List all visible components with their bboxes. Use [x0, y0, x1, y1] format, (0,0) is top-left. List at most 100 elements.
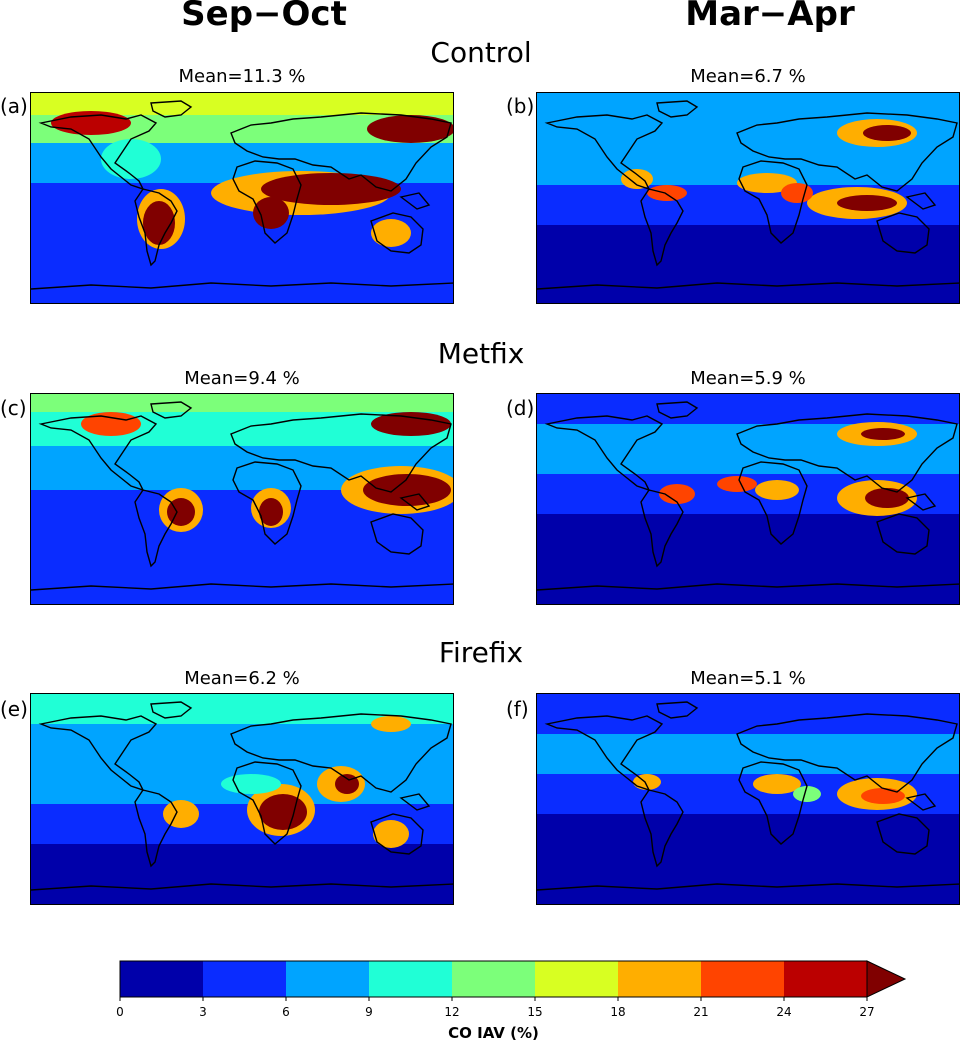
- coastline: [905, 493, 937, 511]
- colorbar-tick-label: 27: [859, 1005, 874, 1019]
- field-blob: [373, 820, 409, 848]
- mean-label-d: Mean=5.9 %: [690, 368, 806, 389]
- field-blob: [51, 111, 131, 135]
- coastline: [38, 114, 158, 191]
- field-band: [31, 143, 453, 183]
- field-blob: [861, 788, 905, 804]
- coastline: [134, 489, 178, 568]
- coastline: [31, 883, 453, 891]
- coastline: [134, 789, 178, 868]
- coastline: [232, 761, 302, 845]
- field-blob: [371, 412, 451, 436]
- coastline: [230, 713, 452, 793]
- coastline: [232, 160, 302, 244]
- coastline: [399, 793, 431, 811]
- panel-label-d: (d): [506, 396, 535, 420]
- field-blob: [101, 139, 161, 179]
- field-blob: [793, 786, 821, 802]
- field-band: [537, 694, 959, 734]
- coastline: [370, 813, 424, 855]
- coastline: [544, 114, 664, 191]
- map-panel-c: [30, 393, 454, 605]
- field-blob: [261, 173, 401, 205]
- colorbar-swatch: [120, 961, 203, 997]
- field-blob: [81, 412, 141, 436]
- row-title-firefix: Firefix: [438, 636, 524, 669]
- field-blob: [647, 185, 687, 201]
- colorbar: 0 3 6 9 12 15 18 21 24 27 CO IAV (%): [0, 950, 962, 1042]
- field-blob: [367, 115, 453, 143]
- coastline: [736, 413, 958, 493]
- coastline: [656, 100, 699, 118]
- coastline-layer: [537, 701, 959, 891]
- field-blob: [335, 774, 359, 794]
- colorbar-swatch: [618, 961, 701, 997]
- colorbar-tick-label: 9: [365, 1005, 373, 1019]
- panel-label-a: (a): [0, 94, 28, 118]
- colorbar-extend-arrow: [866, 960, 907, 998]
- coastline-layer: [537, 401, 959, 591]
- field-blob: [865, 488, 909, 508]
- coastline: [230, 112, 452, 192]
- coastline: [537, 583, 959, 591]
- coastline: [537, 282, 959, 290]
- field-band: [537, 514, 959, 604]
- map-panel-e: [30, 693, 454, 905]
- field-blob: [753, 774, 801, 794]
- field-blob: [253, 197, 289, 229]
- colorbar-swatch: [784, 961, 867, 997]
- field-layer: [31, 93, 453, 303]
- colorbar-tick-label: 21: [693, 1005, 708, 1019]
- field-band: [537, 734, 959, 774]
- coastline: [738, 160, 808, 244]
- mean-label-a: Mean=11.3 %: [178, 66, 306, 87]
- field-blob: [863, 125, 911, 141]
- field-blob: [363, 474, 451, 506]
- field-band: [537, 225, 959, 303]
- colorbar-swatch: [286, 961, 369, 997]
- row-title-control: Control: [430, 36, 532, 69]
- mean-label-e: Mean=6.2 %: [184, 668, 300, 689]
- field-layer: [537, 394, 959, 604]
- coastline: [370, 513, 424, 555]
- colorbar-swatch: [535, 961, 618, 997]
- row-title-metfix: Metfix: [437, 337, 525, 370]
- coastline-layer: [31, 701, 453, 891]
- field-layer: [537, 93, 959, 303]
- field-blob: [371, 716, 411, 732]
- coastline: [876, 813, 930, 855]
- coastline: [370, 212, 424, 254]
- column-title-mar-apr: Mar−Apr: [685, 0, 855, 34]
- coastline: [640, 789, 684, 868]
- field-layer: [31, 694, 453, 904]
- field-band: [537, 394, 959, 424]
- map-panel-a: [30, 92, 454, 304]
- mean-label-b: Mean=6.7 %: [690, 66, 806, 87]
- field-blob: [143, 201, 175, 245]
- field-blob: [861, 428, 905, 440]
- map-panel-f: [536, 693, 960, 905]
- field-band: [31, 93, 453, 115]
- field-blob: [659, 484, 695, 504]
- coastline: [38, 715, 158, 792]
- field-blob: [163, 800, 199, 828]
- mean-label-c: Mean=9.4 %: [184, 368, 300, 389]
- field-band: [31, 394, 453, 412]
- coastline: [150, 100, 193, 118]
- coastline: [38, 415, 158, 492]
- field-blob: [781, 183, 813, 203]
- coastline: [736, 713, 958, 793]
- coastline: [31, 282, 453, 290]
- coastline: [905, 793, 937, 811]
- colorbar-tick-label: 12: [444, 1005, 459, 1019]
- colorbar-tick-label: 3: [199, 1005, 207, 1019]
- coastline: [399, 493, 431, 511]
- coastline: [656, 701, 699, 719]
- panel-label-f: (f): [506, 697, 529, 721]
- coastline: [399, 192, 431, 210]
- colorbar-swatch: [369, 961, 452, 997]
- coastline: [905, 192, 937, 210]
- coastline: [640, 489, 684, 568]
- colorbar-tick-label: 18: [610, 1005, 625, 1019]
- colorbar-swatch: [203, 961, 286, 997]
